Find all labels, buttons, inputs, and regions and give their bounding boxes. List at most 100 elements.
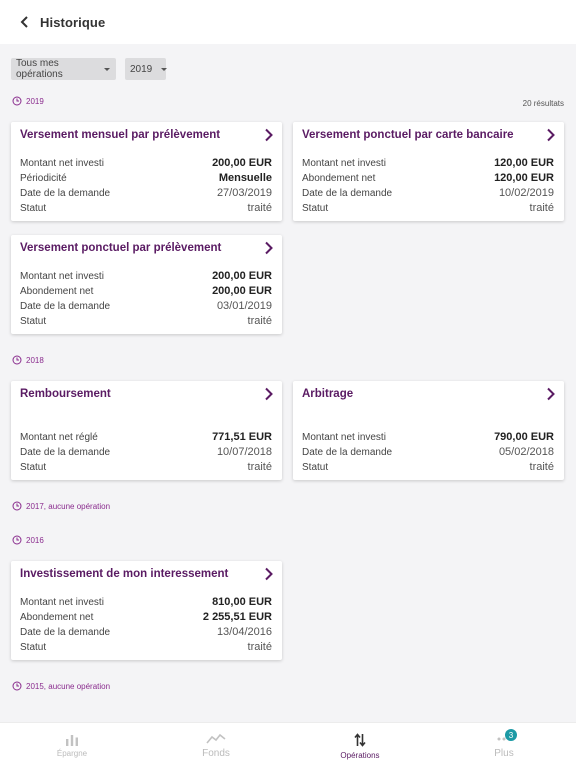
clock-icon [12,535,22,545]
detail-label: Statut [20,203,47,214]
year-group-label: 2019 [26,96,44,106]
card-details: Montant net investi 790,00 EUR Date de la… [302,431,554,476]
results-count: 20 résultats [522,99,564,108]
card-details: Montant net investi 810,00 EUR Abondement… [20,596,272,656]
detail-label: Périodicité [20,173,67,184]
detail-row: Date de la demande 10/02/2019 [302,187,554,202]
nav-label: Épargne [56,748,88,758]
detail-row: Statut traité [20,202,272,217]
detail-value: 03/01/2019 [216,300,272,312]
chevron-right-icon [265,128,273,142]
operation-card[interactable]: Remboursement Montant net réglé 771,51 EU… [11,381,282,480]
card-details: Montant net investi 120,00 EUR Abondement… [302,157,554,217]
detail-value: 2 255,51 EUR [202,611,272,623]
notification-badge: 3 [505,729,517,741]
year-group-label: 2016 [26,535,44,545]
detail-label: Montant net investi [20,597,104,608]
status-value: traité [247,461,272,473]
detail-row: Date de la demande 13/04/2016 [20,626,272,641]
detail-row: Abondement net 120,00 EUR [302,172,554,187]
detail-value: 05/02/2018 [498,446,554,458]
operation-card[interactable]: Versement ponctuel par prélèvement Monta… [11,235,282,334]
caret-down-icon [161,67,168,71]
page-title: Historique [40,14,106,30]
status-value: traité [247,315,272,327]
detail-label: Date de la demande [302,188,393,199]
year-group-2018: 2018 [12,355,44,365]
operation-card[interactable]: Versement mensuel par prélèvement Montan… [11,122,282,221]
top-bar: Historique [0,0,576,44]
detail-row: Montant net investi 120,00 EUR [302,157,554,172]
status-value: traité [529,461,554,473]
trend-line-icon [206,733,226,744]
year-group-2017: 2017, aucune opération [12,501,110,511]
card-title: Investissement de mon interessement [20,568,229,580]
card-details: Montant net réglé 771,51 EUR Date de la d… [20,431,272,476]
bar-chart-icon [66,734,78,746]
year-group-label: 2015, aucune opération [26,681,111,691]
operation-card[interactable]: Investissement de mon interessement Mont… [11,561,282,660]
nav-plus[interactable]: 3 Plus [432,723,576,768]
nav-epargne[interactable]: Épargne [0,723,144,768]
detail-label: Montant net investi [20,158,104,169]
chevron-right-icon [265,387,273,401]
detail-label: Montant net investi [20,271,104,282]
detail-row: Montant net investi 810,00 EUR [20,596,272,611]
status-value: traité [529,202,554,214]
detail-value: 771,51 EUR [212,431,272,443]
year-group-2016: 2016 [12,535,44,545]
operation-type-select[interactable]: Tous mes opérations [11,58,116,80]
year-select-value: 2019 [130,63,153,75]
detail-label: Statut [20,316,47,327]
detail-row: Abondement net 200,00 EUR [20,285,272,300]
detail-row: Périodicité Mensuelle [20,172,272,187]
detail-value: 200,00 EUR [212,285,272,297]
detail-row: Montant net investi 200,00 EUR [20,157,272,172]
status-value: traité [247,641,272,653]
detail-value: 10/02/2019 [498,187,554,199]
detail-value: 10/07/2018 [216,446,272,458]
detail-value: 200,00 EUR [212,270,272,282]
detail-value: 27/03/2019 [216,187,272,199]
operation-type-select-value: Tous mes opérations [16,58,63,80]
detail-row: Date de la demande 05/02/2018 [302,446,554,461]
detail-value: 200,00 EUR [212,157,272,169]
clock-icon [12,355,22,365]
year-group-label: 2018 [26,355,44,365]
detail-label: Date de la demande [20,447,111,458]
clock-icon [12,96,22,106]
detail-value: 120,00 EUR [494,157,554,169]
detail-row: Statut traité [302,461,554,476]
more-dots-icon [497,737,506,740]
status-value: traité [247,202,272,214]
detail-row: Abondement net 2 255,51 EUR [20,611,272,626]
bottom-nav: Épargne Fonds Opérations 3 Plus [0,722,576,768]
detail-label: Statut [20,462,47,473]
detail-row: Statut traité [20,461,272,476]
nav-operations[interactable]: Opérations [288,723,432,768]
detail-label: Date de la demande [20,301,111,312]
detail-label: Montant net réglé [20,432,98,443]
back-button[interactable] [12,9,38,35]
card-title: Arbitrage [302,388,354,400]
detail-label: Abondement net [20,612,94,623]
chevron-right-icon [265,241,273,255]
operation-card[interactable]: Arbitrage Montant net investi 790,00 EUR … [293,381,564,480]
detail-row: Date de la demande 27/03/2019 [20,187,272,202]
detail-row: Montant net investi 200,00 EUR [20,270,272,285]
card-details: Montant net investi 200,00 EUR Périodicit… [20,157,272,217]
detail-label: Date de la demande [20,188,111,199]
nav-fonds[interactable]: Fonds [144,723,288,768]
detail-row: Date de la demande 10/07/2018 [20,446,272,461]
year-select[interactable]: 2019 [125,58,168,80]
detail-label: Abondement net [302,173,376,184]
operation-card[interactable]: Versement ponctuel par carte bancaire Mo… [293,122,564,221]
detail-value: 790,00 EUR [494,431,554,443]
detail-row: Date de la demande 03/01/2019 [20,300,272,315]
detail-value: 810,00 EUR [212,596,272,608]
detail-label: Statut [302,203,329,214]
card-title: Versement mensuel par prélèvement [20,129,221,141]
detail-row: Montant net réglé 771,51 EUR [20,431,272,446]
clock-icon [12,681,22,691]
year-group-2019: 2019 [12,96,44,106]
